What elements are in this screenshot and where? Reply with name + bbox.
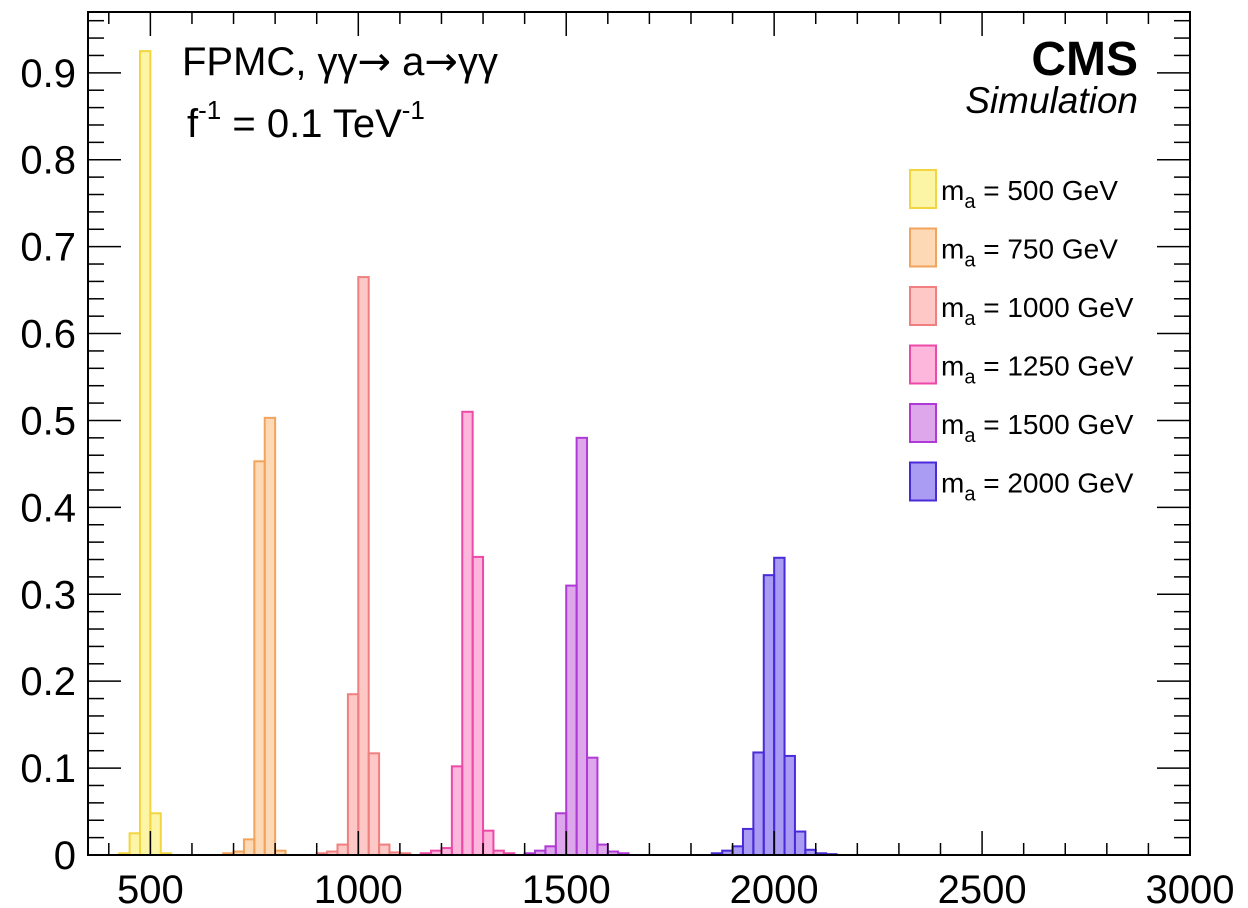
y-tick-label: 0.3	[20, 573, 76, 617]
legend-swatch	[909, 403, 937, 443]
x-tick-label: 2500	[938, 868, 1027, 908]
legend-entry: ma = 1250 GeV	[909, 344, 1134, 389]
y-tick-label: 0.5	[20, 399, 76, 443]
legend-entry: ma = 2000 GeV	[909, 461, 1134, 506]
histogram-fill	[316, 277, 411, 855]
legend-entry: ma = 1000 GeV	[909, 286, 1134, 330]
y-tick-label: 0.1	[20, 747, 76, 791]
y-tick-label: 0.2	[20, 660, 76, 704]
x-tick-label: 500	[117, 868, 184, 908]
legend-swatch	[909, 227, 937, 268]
legend-swatch	[909, 169, 937, 209]
legend-entry: ma = 1500 GeV	[909, 403, 1134, 447]
legend-label: ma = 500 GeV	[941, 175, 1118, 213]
axes: 500 1000 1500 2000 2500 3000 0 0.1 0.2 0.3 0.4 0.5 0…	[20, 11, 1235, 908]
legend-entry: ma = 500 GeV	[909, 169, 1118, 213]
process-annotation: FPMC, γγ→ a→γγ	[182, 39, 498, 85]
simulation-label: Simulation	[965, 80, 1138, 121]
y-tick-label: 0.9	[20, 52, 76, 96]
x-tick-label: 3000	[1146, 868, 1235, 908]
x-tick-label: 1000	[314, 868, 403, 908]
legend-label: ma = 1500 GeV	[941, 409, 1134, 447]
legend-label: ma = 1250 GeV	[941, 351, 1134, 389]
y-tick-label: 0.7	[20, 226, 76, 270]
plot-frame	[87, 11, 1191, 856]
legend: ma = 500 GeV ma = 750 GeV ma = 1000 GeV ma …	[909, 169, 1134, 506]
legend-swatch	[909, 286, 937, 326]
legend-swatch	[909, 344, 937, 385]
y-tick-label: 0.8	[20, 139, 76, 183]
coupling-annotation: f-1 = 0.1 TeV-1	[187, 95, 425, 146]
legend-entry: ma = 750 GeV	[909, 227, 1118, 272]
cms-label: CMS	[1031, 33, 1138, 86]
y-tick-label: 0	[54, 834, 76, 878]
y-tick-label: 0.4	[20, 486, 76, 530]
legend-swatch	[909, 461, 937, 502]
x-tick-label: 1500	[522, 868, 611, 908]
x-tick-label: 2000	[730, 868, 819, 908]
legend-label: ma = 750 GeV	[941, 234, 1118, 272]
y-tick-label: 0.6	[20, 313, 76, 357]
legend-label: ma = 1000 GeV	[941, 292, 1134, 330]
histogram-fill	[420, 411, 515, 855]
histogram-fill	[223, 417, 286, 855]
histogram-fill	[119, 51, 172, 855]
legend-label: ma = 2000 GeV	[941, 468, 1134, 506]
